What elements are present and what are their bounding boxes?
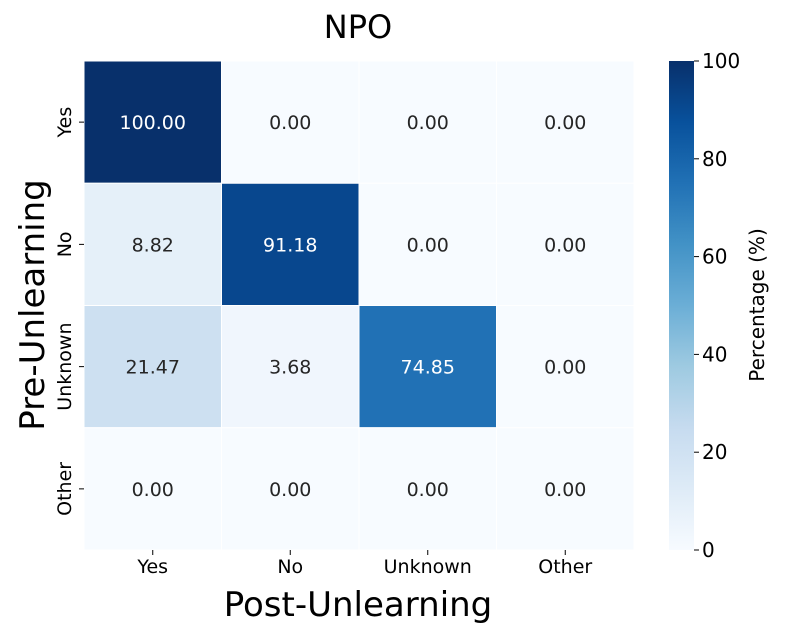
y-tick-label: No — [54, 231, 76, 257]
colorbar-tick-label: 80 — [702, 147, 727, 171]
x-tick-labels: Yes No Unknown Other — [136, 550, 592, 578]
y-tick-label: Unknown — [54, 323, 76, 411]
cell-value-label: 0.00 — [407, 112, 449, 134]
cell-value-label: 0.00 — [132, 479, 174, 501]
x-axis-label: Post-Unlearning — [224, 585, 493, 625]
cell-value-label: 0.00 — [269, 112, 311, 134]
x-tick-label: Other — [538, 556, 592, 578]
cell-value-label: 21.47 — [126, 357, 180, 379]
colorbar — [669, 61, 694, 550]
heatmap-cell — [358, 60, 497, 184]
cell-value-label: 0.00 — [544, 234, 586, 256]
heatmap-cells — [83, 60, 635, 551]
heatmap-cell — [358, 427, 497, 551]
heatmap-cell — [221, 427, 360, 551]
heatmap-cell — [496, 182, 635, 306]
colorbar-tick-label: 0 — [702, 538, 715, 562]
cell-value-label: 0.00 — [269, 479, 311, 501]
heatmap-cell — [221, 60, 360, 184]
cell-value-label: 0.00 — [544, 357, 586, 379]
cell-value-label: 0.00 — [407, 234, 449, 256]
cell-value-label: 8.82 — [132, 234, 174, 256]
heatmap-cell — [83, 182, 222, 306]
cell-value-label: 0.00 — [407, 479, 449, 501]
heatmap-cell — [83, 60, 222, 184]
cell-value-label: 0.00 — [544, 112, 586, 134]
colorbar-tick-label: 60 — [702, 245, 727, 269]
y-tick-label: Yes — [54, 107, 76, 139]
colorbar-tick-label: 100 — [702, 49, 740, 73]
x-tick-label: Unknown — [384, 556, 472, 578]
heatmap-cell — [83, 427, 222, 551]
heatmap-cell — [496, 60, 635, 184]
cell-value-label: 91.18 — [263, 234, 317, 256]
heatmap-cell — [221, 182, 360, 306]
colorbar-ticks: 0 20 40 60 80 100 — [694, 49, 740, 562]
chart-title: NPO — [324, 8, 392, 46]
x-tick-label: Yes — [136, 556, 168, 578]
cell-value-label: 74.85 — [401, 357, 455, 379]
x-tick-label: No — [277, 556, 303, 578]
colorbar-tick-label: 40 — [702, 342, 727, 366]
heatmap-value-labels: 100.00 0.00 0.00 0.00 8.82 91.18 0.00 0.00 21.47… — [120, 112, 587, 501]
cell-value-label: 0.00 — [544, 479, 586, 501]
y-axis-label: Pre-Unlearning — [13, 179, 53, 430]
heatmap-cell — [496, 427, 635, 551]
cell-value-label: 3.68 — [269, 357, 311, 379]
heatmap-cell — [221, 305, 360, 429]
heatmap-cell — [496, 305, 635, 429]
colorbar-label: Percentage (%) — [745, 228, 769, 381]
cell-value-label: 100.00 — [120, 112, 186, 134]
colorbar-tick-label: 20 — [702, 440, 727, 464]
y-tick-labels: Yes No Unknown Other — [54, 107, 84, 516]
y-tick-label: Other — [54, 462, 76, 516]
